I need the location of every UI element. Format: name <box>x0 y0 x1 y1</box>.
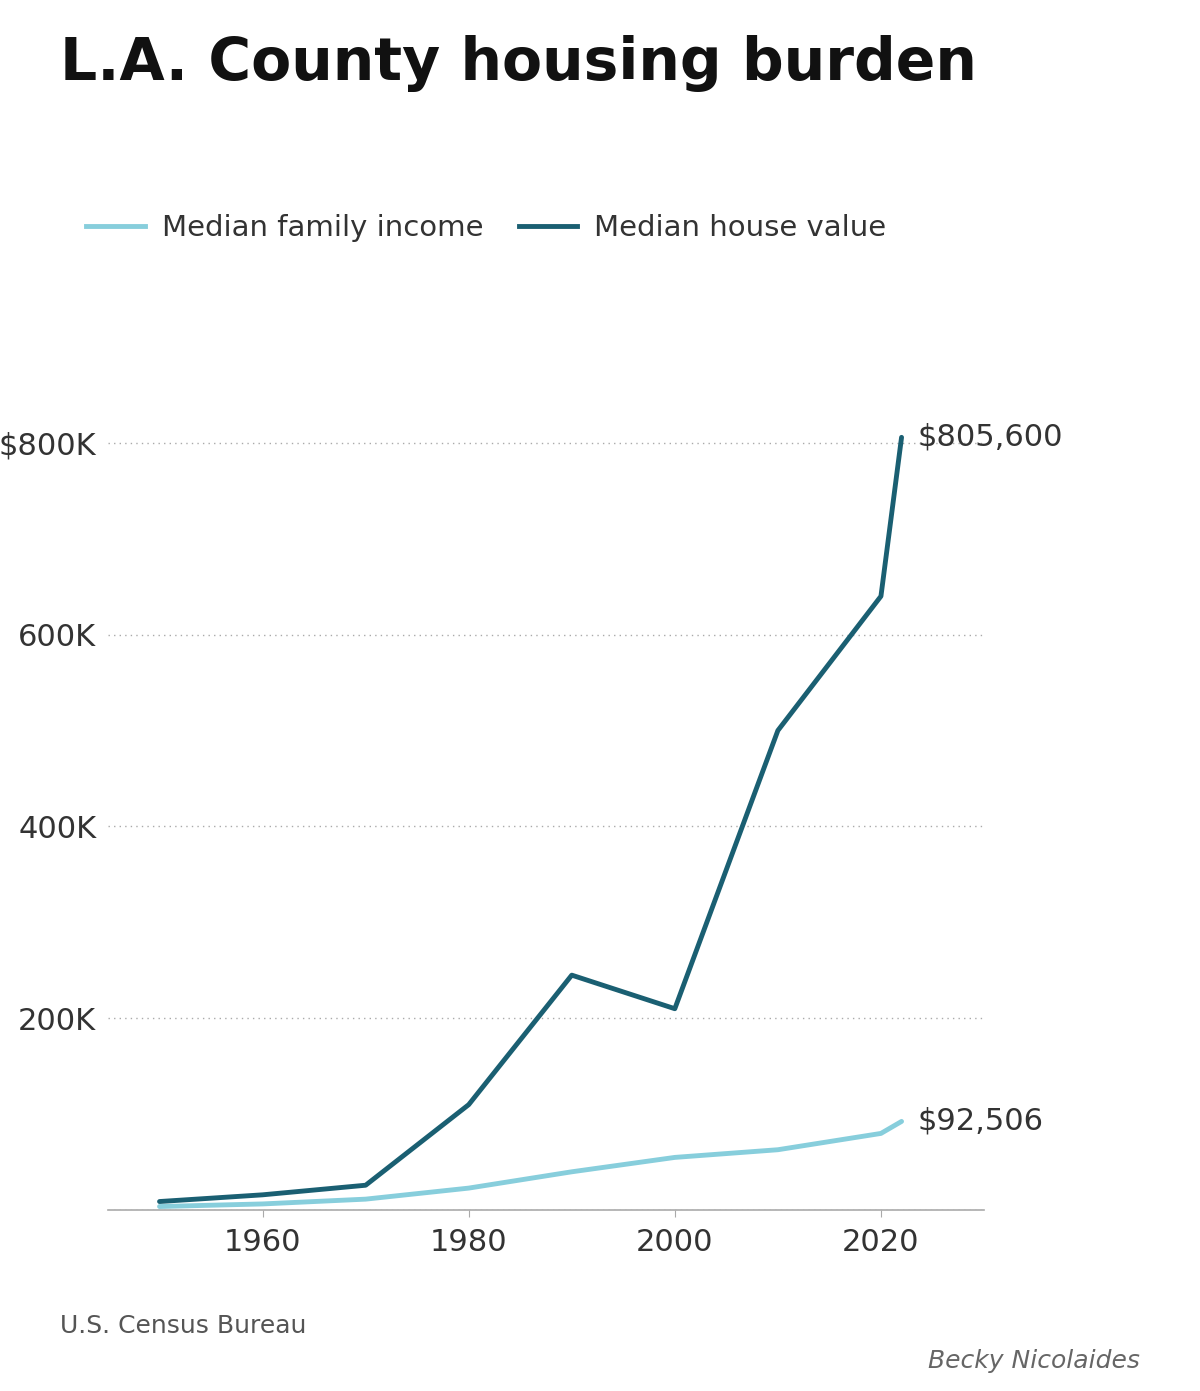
Text: L.A. County housing burden: L.A. County housing burden <box>60 35 977 92</box>
Text: Becky Nicolaides: Becky Nicolaides <box>928 1349 1140 1373</box>
Text: $805,600: $805,600 <box>917 423 1062 452</box>
Text: U.S. Census Bureau: U.S. Census Bureau <box>60 1314 306 1338</box>
Text: $92,506: $92,506 <box>917 1107 1043 1136</box>
Legend: Median family income, Median house value: Median family income, Median house value <box>74 202 899 253</box>
